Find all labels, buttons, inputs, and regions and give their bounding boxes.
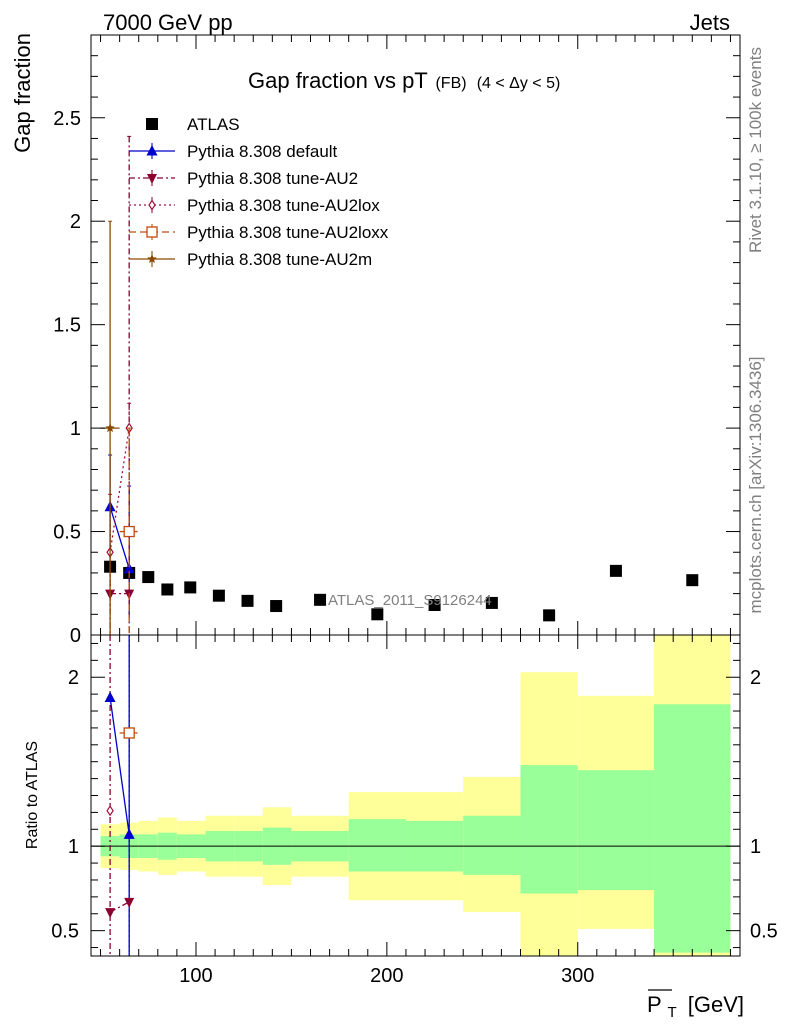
ratio-series-default [104, 691, 135, 839]
x-tick-label: 200 [370, 965, 403, 987]
ratio-marks [104, 635, 139, 956]
legend-marker-au2m [147, 254, 157, 263]
data-point-atlas [184, 581, 197, 594]
band-inner [520, 765, 578, 894]
ratio-point-au2lox [106, 805, 114, 817]
upper-y-axis-label: Gap fraction [10, 33, 35, 153]
x-tick-label: 100 [179, 965, 212, 987]
legend-marker-au2loxx [146, 226, 158, 238]
legend-marker-default [146, 145, 158, 156]
data-point-atlas [161, 583, 174, 596]
band-inner [348, 819, 406, 872]
legend-label-au2m: Pythia 8.308 tune-AU2m [187, 250, 372, 269]
side-label-mcplots: mcplots.cern.ch [arXiv:1306.3436] [746, 356, 765, 613]
legend-entry-au2m: Pythia 8.308 tune-AU2m [129, 250, 372, 269]
lower-y-tick-label-left: 0.5 [51, 921, 79, 943]
legend-label-au2lox: Pythia 8.308 tune-AU2lox [187, 196, 380, 215]
data-point-atlas [241, 594, 254, 607]
upper-panel: 0 0.5 1 1.5 2 2.5 Gap fraction vs pT (FB) (4 … [10, 33, 741, 647]
upper-y-tick-label: 2.5 [53, 108, 81, 130]
data-point-atlas [142, 571, 155, 584]
x-axis-label: P T [GeV] [647, 992, 744, 1022]
legend-marker-atlas [146, 118, 158, 130]
lower-y-tick-label-right: 0.5 [750, 921, 778, 943]
legend: ATLAS Pythia 8.308 default Pythia 8.308 tu… [129, 115, 389, 269]
chart-title-sub: (FB) [435, 75, 466, 92]
header-right: Jets [690, 10, 730, 35]
band-inner [463, 815, 521, 875]
series-line-au2lox [109, 428, 130, 553]
upper-marks [100, 135, 699, 635]
legend-marker-au2lox [148, 199, 156, 211]
ratio-series-au2loxx [119, 727, 139, 739]
series-atlas [104, 560, 699, 622]
band-inner [577, 770, 655, 891]
data-point-atlas [609, 564, 622, 577]
x-tick-label: 300 [561, 965, 594, 987]
data-point-au2loxx [123, 525, 135, 538]
ratio-point-au2loxx [123, 727, 135, 739]
analysis-watermark: ATLAS_2011_S9126244 [328, 592, 492, 609]
lower-panel: 0.5 0.5 1 1 2 2 100 200 300 Ratio to ATLAS P T [… [24, 634, 778, 1022]
data-point-atlas [428, 599, 441, 611]
legend-label-default: Pythia 8.308 default [187, 142, 338, 161]
upper-y-tick-label: 1 [70, 418, 81, 440]
legend-label-atlas: ATLAS [187, 115, 240, 134]
data-point-atlas [270, 600, 283, 613]
upper-y-tick-label: 2 [70, 211, 81, 233]
series-line-default [109, 506, 130, 569]
lower-axes: 0.5 0.5 1 1 2 2 100 200 300 [51, 635, 778, 987]
legend-entry-default: Pythia 8.308 default [129, 142, 338, 161]
chart-title-range: (4 < Δy < 5) [477, 75, 561, 92]
header-left: 7000 GeV pp [103, 10, 233, 35]
chart-title: Gap fraction vs pT (FB) (4 < Δy < 5) [248, 68, 560, 93]
ratio-point-au2 [105, 908, 116, 919]
legend-marker-au2 [147, 174, 157, 184]
x-axis-label-unit: [GeV] [688, 992, 744, 1017]
data-point-atlas [371, 608, 384, 621]
data-point-atlas [212, 589, 225, 602]
band-inner [654, 704, 731, 953]
ratio-point-au2 [124, 897, 135, 908]
legend-label-au2: Pythia 8.308 tune-AU2 [187, 169, 358, 188]
data-point-atlas [543, 609, 556, 622]
ratio-series-au2lox [106, 805, 114, 817]
series-au2loxx [119, 427, 139, 635]
ratio-uncertainty-bands [100, 635, 731, 956]
lower-y-tick-label-right: 2 [750, 667, 761, 689]
upper-y-tick-label: 0.5 [53, 522, 81, 544]
data-point-default [123, 562, 135, 574]
ratio-line-default [109, 697, 130, 835]
legend-entry-au2: Pythia 8.308 tune-AU2 [129, 169, 358, 188]
data-point-atlas [686, 574, 699, 587]
legend-entry-au2lox: Pythia 8.308 tune-AU2lox [129, 196, 380, 215]
upper-y-tick-label: 1.5 [53, 315, 81, 337]
side-label-rivet: Rivet 3.1.10, ≥ 100k events [746, 47, 765, 253]
data-point-atlas [485, 596, 498, 609]
upper-y-tick-label: 0 [70, 625, 81, 647]
ratio-point-default [104, 691, 116, 703]
ratio-point-default [123, 828, 135, 839]
lower-y-tick-label-left: 2 [68, 667, 79, 689]
data-point-atlas [314, 593, 327, 606]
x-axis-label-main: P [647, 992, 661, 1017]
legend-entry-au2loxx: Pythia 8.308 tune-AU2loxx [129, 223, 389, 242]
chart-title-main: Gap fraction vs pT [248, 68, 427, 93]
legend-entry-atlas: ATLAS [146, 115, 240, 134]
data-point-au2m [105, 423, 115, 433]
upper-axes: 0 0.5 1 1.5 2 2.5 [53, 34, 740, 647]
lower-y-tick-label-left: 1 [68, 836, 79, 858]
lower-y-axis-label: Ratio to ATLAS [24, 741, 41, 849]
x-axis-label-sub: T [667, 1004, 676, 1021]
legend-label-au2loxx: Pythia 8.308 tune-AU2loxx [187, 223, 389, 242]
ratio-series-au2 [105, 897, 135, 919]
lower-y-tick-label-right: 1 [750, 836, 761, 858]
